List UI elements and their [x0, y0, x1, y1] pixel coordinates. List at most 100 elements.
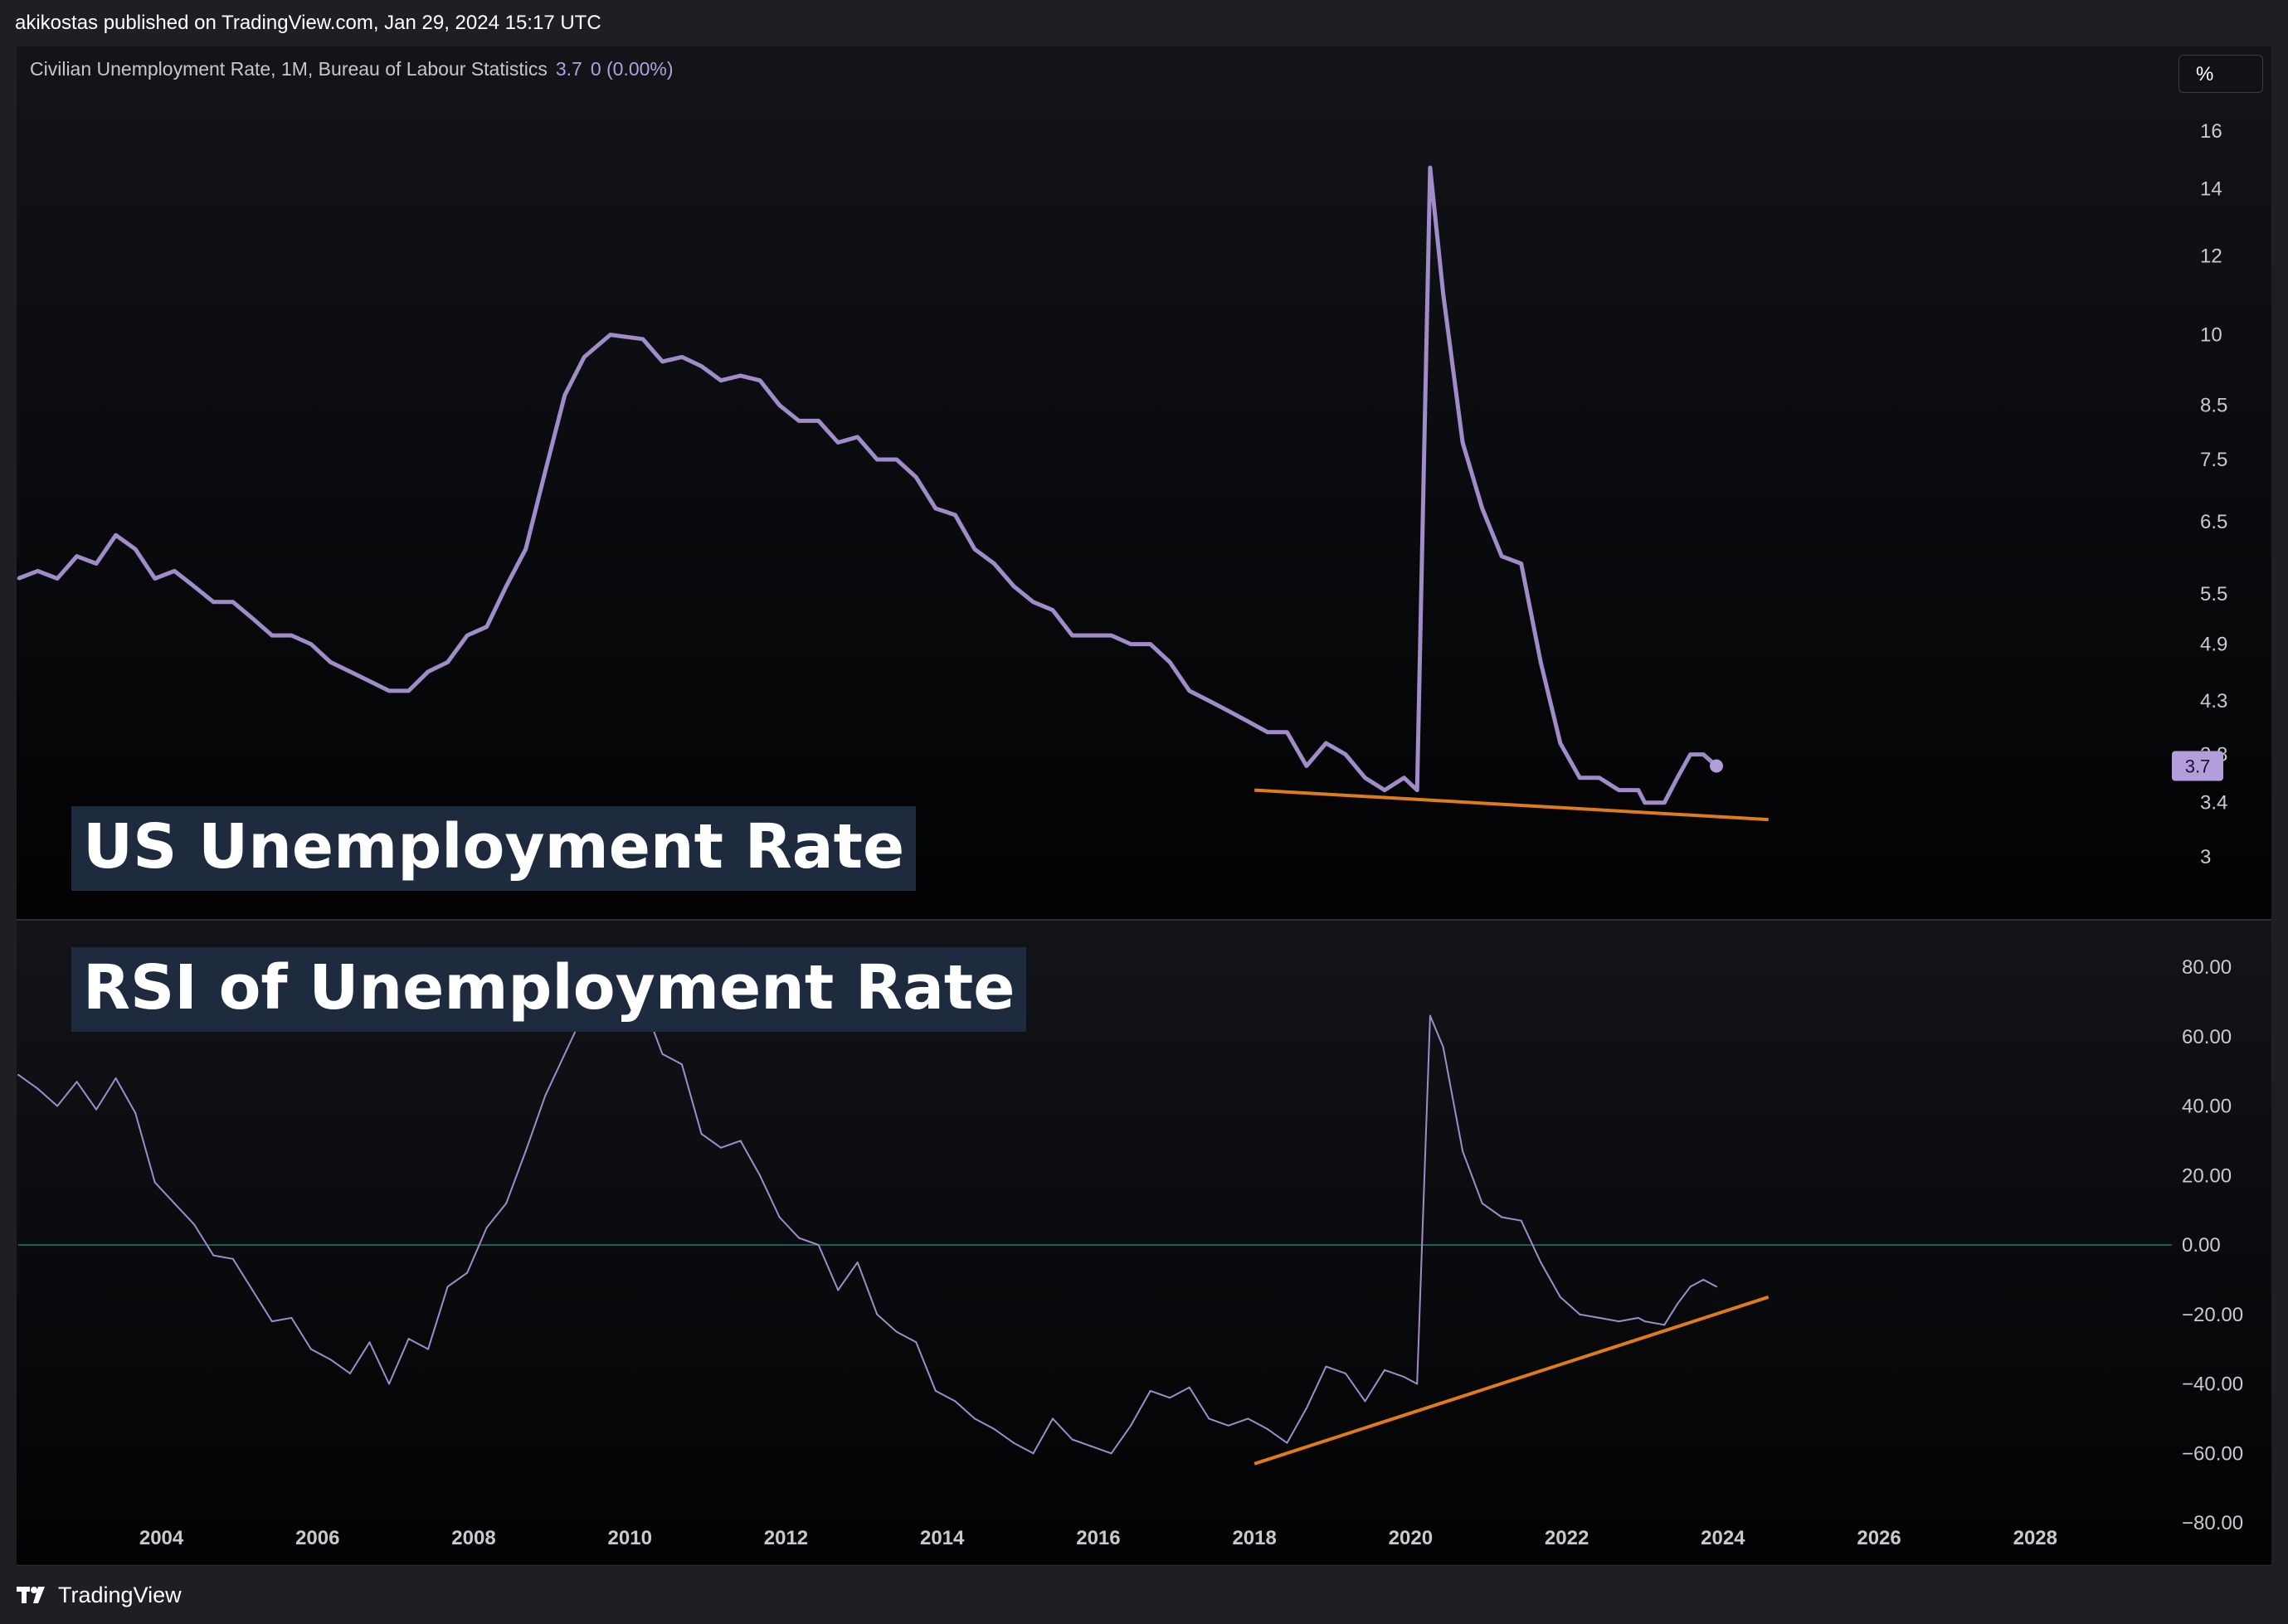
- price-badge-group: 3.7: [2172, 751, 2223, 781]
- rsi-point: [17, 1073, 19, 1076]
- rsi-point: [37, 1087, 39, 1090]
- rsi-point: [114, 1077, 117, 1079]
- series-legend[interactable]: Civilian Unemployment Rate, 1M, Bureau o…: [30, 58, 674, 80]
- unemployment-point: [114, 533, 118, 537]
- rsi-trendline: [1254, 1295, 1770, 1466]
- rsi-point: [368, 1341, 371, 1344]
- rsi-point: [876, 1313, 879, 1315]
- x-tick-label: 2028: [2013, 1527, 2057, 1549]
- x-axis: 2004 2006 2008 2010 2012 2014 2016 2018 2020 2022…: [139, 1527, 2057, 1549]
- rsi-point: [954, 1400, 957, 1403]
- unemployment-point: [387, 689, 391, 693]
- unemployment-point: [1305, 765, 1308, 768]
- x-tick-label: 2004: [139, 1527, 184, 1549]
- rsi-point: [915, 1341, 918, 1344]
- bottom-y-tick-label: −40.00: [2182, 1374, 2243, 1396]
- unemployment-point: [1481, 507, 1484, 510]
- rsi-point: [388, 1383, 391, 1385]
- rsi-point: [173, 1202, 176, 1204]
- unemployment-point: [56, 577, 59, 581]
- unemployment-point: [1415, 789, 1419, 792]
- rsi-point: [485, 1227, 488, 1229]
- rsi-point: [1325, 1365, 1327, 1368]
- rsi-point: [231, 1257, 234, 1260]
- rsi-point: [505, 1202, 508, 1204]
- rsi-point: [895, 1330, 898, 1333]
- unemployment-point: [1266, 731, 1269, 734]
- rsi-point: [1032, 1452, 1034, 1455]
- rsi-point: [739, 1140, 742, 1142]
- tradingview-logo[interactable]: TradingView: [17, 1583, 182, 1608]
- rsi-point: [1286, 1442, 1288, 1444]
- unemployment-point: [173, 569, 176, 572]
- tradingview-logo-icon: [17, 1587, 45, 1603]
- rsi-point: [1715, 1286, 1717, 1288]
- x-tick-label: 2008: [451, 1527, 495, 1549]
- unemployment-point: [1520, 562, 1523, 566]
- unemployment-point: [504, 585, 508, 588]
- rsi-point: [837, 1289, 840, 1291]
- rsi-point: [1663, 1324, 1666, 1326]
- top-y-tick-label: 10: [2200, 324, 2222, 347]
- unemployment-point: [270, 634, 274, 637]
- bottom-y-tick-label: −60.00: [2182, 1442, 2243, 1465]
- rsi-point: [524, 1150, 527, 1152]
- rsi-point: [1637, 1316, 1639, 1319]
- unemployment-point: [973, 547, 976, 551]
- top-y-tick-label: 12: [2200, 245, 2222, 267]
- unemployment-point: [934, 507, 937, 510]
- unemployment-series: [17, 165, 1723, 805]
- rsi-point: [817, 1244, 820, 1246]
- rsi-point: [1130, 1424, 1132, 1427]
- unemployment-point: [914, 475, 918, 479]
- unemployment-point: [992, 562, 996, 566]
- unemployment-point: [856, 435, 859, 439]
- unemployment-point: [739, 374, 742, 377]
- rsi-point: [1384, 1369, 1386, 1371]
- percent-scale-button[interactable]: %: [2178, 55, 2263, 93]
- rsi-point: [1520, 1219, 1522, 1222]
- unemployment-point: [1363, 776, 1366, 780]
- unemployment-point: [1701, 753, 1705, 756]
- unemployment-point: [1110, 634, 1113, 637]
- unemployment-point: [426, 670, 430, 673]
- rsi-point: [1702, 1278, 1705, 1281]
- rsi-point: [1227, 1424, 1229, 1427]
- rsi-point: [427, 1348, 430, 1350]
- unemployment-point: [95, 562, 98, 566]
- top-y-tick-label: 3.4: [2200, 792, 2227, 814]
- unemployment-point: [212, 600, 215, 604]
- unemployment-point: [368, 679, 372, 683]
- rsi-point: [661, 1053, 664, 1055]
- x-tick-label: 2016: [1076, 1527, 1120, 1549]
- bottom-y-tick-label: 0.00: [2182, 1234, 2221, 1257]
- rsi-point: [134, 1111, 137, 1114]
- trendlines[interactable]: [1254, 788, 1770, 1466]
- unemployment-point: [875, 458, 879, 461]
- unemployment-point: [329, 660, 332, 664]
- unemployment-point: [758, 379, 762, 382]
- unemployment-point: [1031, 600, 1034, 604]
- unemployment-point: [1637, 789, 1640, 792]
- unemployment-point: [153, 577, 157, 581]
- rsi-point: [1481, 1202, 1483, 1204]
- unemployment-point: [1149, 643, 1152, 646]
- top-y-tick-label: 4.3: [2200, 690, 2227, 712]
- rsi-line: [17, 994, 1717, 1455]
- rsi-series: [17, 994, 1717, 1455]
- x-tick-label: 2014: [920, 1527, 965, 1549]
- rsi-point: [1416, 1383, 1419, 1385]
- rsi-point: [348, 1372, 351, 1374]
- unemployment-point: [1129, 643, 1132, 646]
- footer-brand: TradingView: [58, 1582, 182, 1607]
- unemployment-point: [37, 569, 40, 572]
- unemployment-point: [1071, 634, 1074, 637]
- unemployment-point: [290, 634, 293, 637]
- unemployment-point: [1051, 609, 1054, 612]
- rsi-point: [466, 1271, 469, 1274]
- unemployment-point: [1643, 801, 1647, 805]
- unemployment-point: [231, 600, 235, 604]
- rsi-point: [446, 1286, 449, 1288]
- rsi-point: [1598, 1316, 1600, 1319]
